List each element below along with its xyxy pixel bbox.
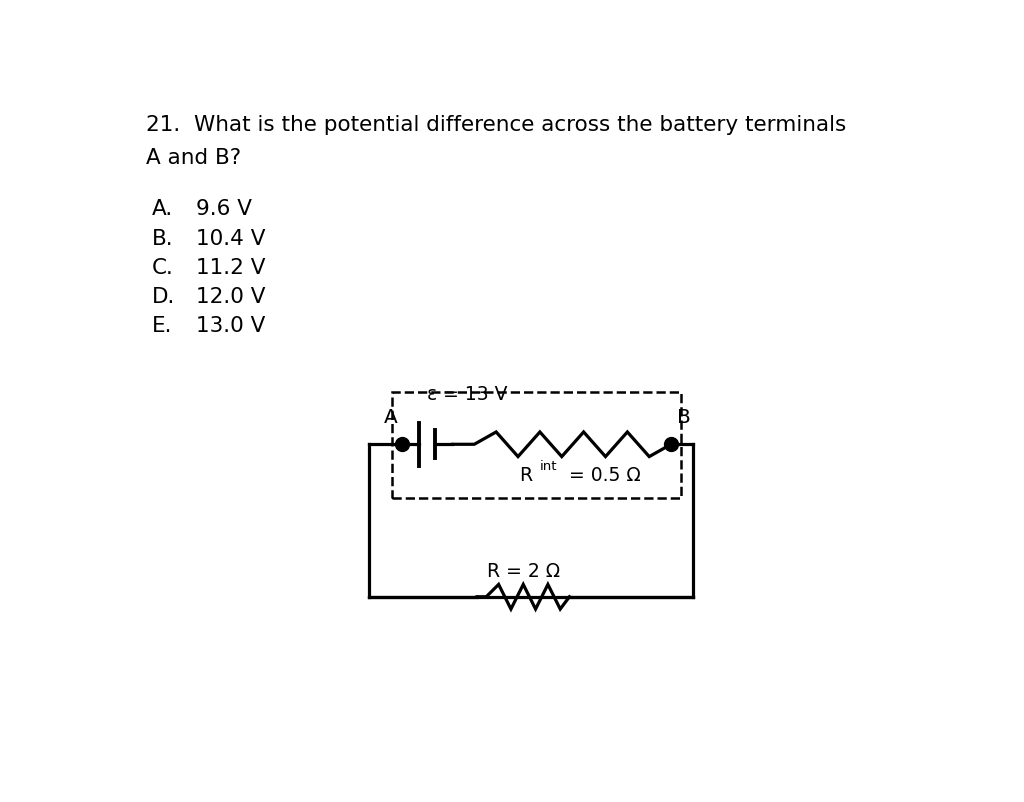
Bar [392,392,681,498]
Text: 21.  What is the potential difference across the battery terminals: 21. What is the potential difference acr… [146,115,846,135]
Text: C.: C. [153,258,174,278]
Text: 12.0 V: 12.0 V [196,287,265,307]
Text: A: A [384,408,397,427]
Text: 10.4 V: 10.4 V [196,229,265,249]
Text: B.: B. [153,229,174,249]
Text: = 0.5 Ω: = 0.5 Ω [563,466,641,485]
Text: 11.2 V: 11.2 V [196,258,265,278]
Text: E.: E. [153,317,173,337]
Text: A.: A. [153,200,173,220]
Text: R: R [519,466,532,485]
Text: ε = 13 V: ε = 13 V [427,385,508,404]
Text: int: int [540,460,557,473]
Text: R = 2 Ω: R = 2 Ω [486,562,560,581]
Text: A and B?: A and B? [146,148,241,168]
Text: 13.0 V: 13.0 V [196,317,265,337]
Text: 9.6 V: 9.6 V [196,200,252,220]
Text: D.: D. [153,287,175,307]
Text: B: B [677,408,691,427]
